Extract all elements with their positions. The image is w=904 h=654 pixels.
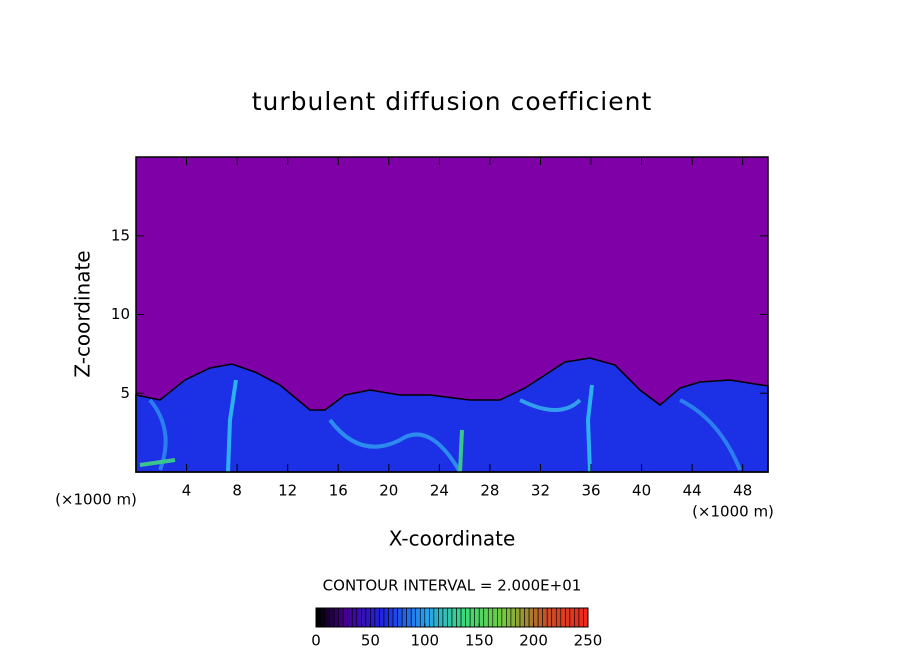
colorbar-swatch	[429, 607, 435, 628]
colorbar-swatch	[383, 607, 389, 628]
colorbar-swatch	[401, 607, 407, 628]
colorbar-swatch	[424, 607, 430, 628]
colorbar-swatch	[565, 607, 571, 628]
colorbar-swatch	[410, 607, 417, 628]
colorbar-swatch	[460, 607, 466, 628]
colorbar-swatch	[483, 607, 489, 628]
colorbar-swatch	[578, 607, 584, 628]
x-tick-label: 20	[379, 482, 398, 500]
colorbar-swatch	[324, 607, 330, 628]
colorbar-swatch	[392, 607, 398, 628]
y-tick-label: 15	[111, 226, 130, 244]
colorbar-swatch	[519, 607, 525, 628]
colorbar-swatch	[379, 607, 385, 628]
colorbar-tick-label: 250	[574, 632, 603, 650]
colorbar: 0 50 100 150 200 250	[311, 607, 603, 650]
colorbar-swatch	[320, 607, 326, 628]
field-region	[135, 357, 769, 473]
x-tick-label: 32	[531, 482, 550, 500]
colorbar-swatch	[315, 607, 321, 628]
y-tick-label: 10	[111, 305, 130, 323]
colorbar-swatch	[478, 607, 485, 628]
colorbar-swatch	[542, 607, 548, 628]
colorbar-swatch	[442, 607, 448, 628]
colorbar-swatch	[365, 607, 371, 628]
colorbar-swatch	[506, 607, 512, 628]
y-axis-label: Z-coordinate	[71, 250, 95, 377]
x-tick-label: 12	[278, 482, 297, 500]
colorbar-swatch	[528, 607, 534, 628]
x-tick-label: 36	[581, 482, 600, 500]
x-tick-label: 8	[232, 482, 242, 500]
colorbar-title: CONTOUR INTERVAL = 2.000E+01	[323, 577, 582, 595]
colorbar-tick-label: 100	[410, 632, 439, 650]
colorbar-swatch	[560, 607, 566, 628]
colorbar-swatch	[415, 607, 421, 628]
colorbar-swatch	[329, 607, 335, 628]
colorbar-swatch	[487, 607, 494, 628]
colorbar-swatch	[515, 607, 521, 628]
colorbar-swatch	[569, 607, 575, 628]
colorbar-swatch	[338, 607, 344, 628]
colorbar-swatch	[406, 607, 412, 628]
colorbar-swatch	[546, 607, 553, 628]
colorbar-tick-label: 150	[465, 632, 494, 650]
x-tick-label: 48	[733, 482, 752, 500]
colorbar-swatch	[456, 607, 462, 628]
colorbar-swatch	[492, 607, 498, 628]
colorbar-swatch	[374, 607, 380, 628]
colorbar-swatch	[433, 607, 439, 628]
colorbar-swatch	[551, 607, 557, 628]
colorbar-swatch	[342, 607, 349, 628]
colorbar-swatch	[533, 607, 539, 628]
colorbar-swatch	[574, 607, 580, 628]
y-tick-label: 5	[120, 384, 130, 402]
colorbar-swatch	[583, 607, 589, 628]
colorbar-swatch	[501, 607, 507, 628]
colorbar-swatch	[451, 607, 457, 628]
colorbar-swatch	[347, 607, 353, 628]
colorbar-swatch	[397, 607, 403, 628]
colorbar-swatch	[447, 607, 453, 628]
colorbar-swatch	[465, 607, 471, 628]
colorbar-swatch	[419, 607, 426, 628]
colorbar-swatch	[370, 607, 376, 628]
colorbar-swatch	[497, 607, 503, 628]
colorbar-swatch	[555, 607, 562, 628]
x-tick-label: 28	[480, 482, 499, 500]
colorbar-swatch	[524, 607, 530, 628]
x-unit-label: (×1000 m)	[692, 503, 774, 521]
colorbar-swatch	[474, 607, 480, 628]
colorbar-frame	[315, 607, 589, 628]
x-tick-label: 4	[182, 482, 192, 500]
x-axis-label: X-coordinate	[389, 527, 516, 551]
colorbar-swatch	[361, 607, 367, 628]
colorbar-swatch	[537, 607, 543, 628]
chart-title: turbulent diffusion coefficient	[252, 87, 653, 116]
colorbar-swatch	[510, 607, 516, 628]
colorbar-tick-label: 200	[519, 632, 548, 650]
x-unit-label: (×1000 m)	[55, 491, 137, 509]
colorbar-swatch	[333, 607, 339, 628]
colorbar-swatch	[388, 607, 394, 628]
field-streaks	[139, 379, 742, 473]
x-tick-label: 16	[329, 482, 348, 500]
colorbar-tick-label: 0	[311, 632, 321, 650]
colorbar-swatch	[351, 607, 358, 628]
colorbar-swatch	[356, 607, 362, 628]
x-tick-label: 40	[632, 482, 651, 500]
x-tick-label: 44	[683, 482, 702, 500]
colorbar-tick-label: 50	[361, 632, 380, 650]
x-tick-label: 24	[430, 482, 449, 500]
colorbar-swatch	[438, 607, 444, 628]
colorbar-swatch	[469, 607, 475, 628]
